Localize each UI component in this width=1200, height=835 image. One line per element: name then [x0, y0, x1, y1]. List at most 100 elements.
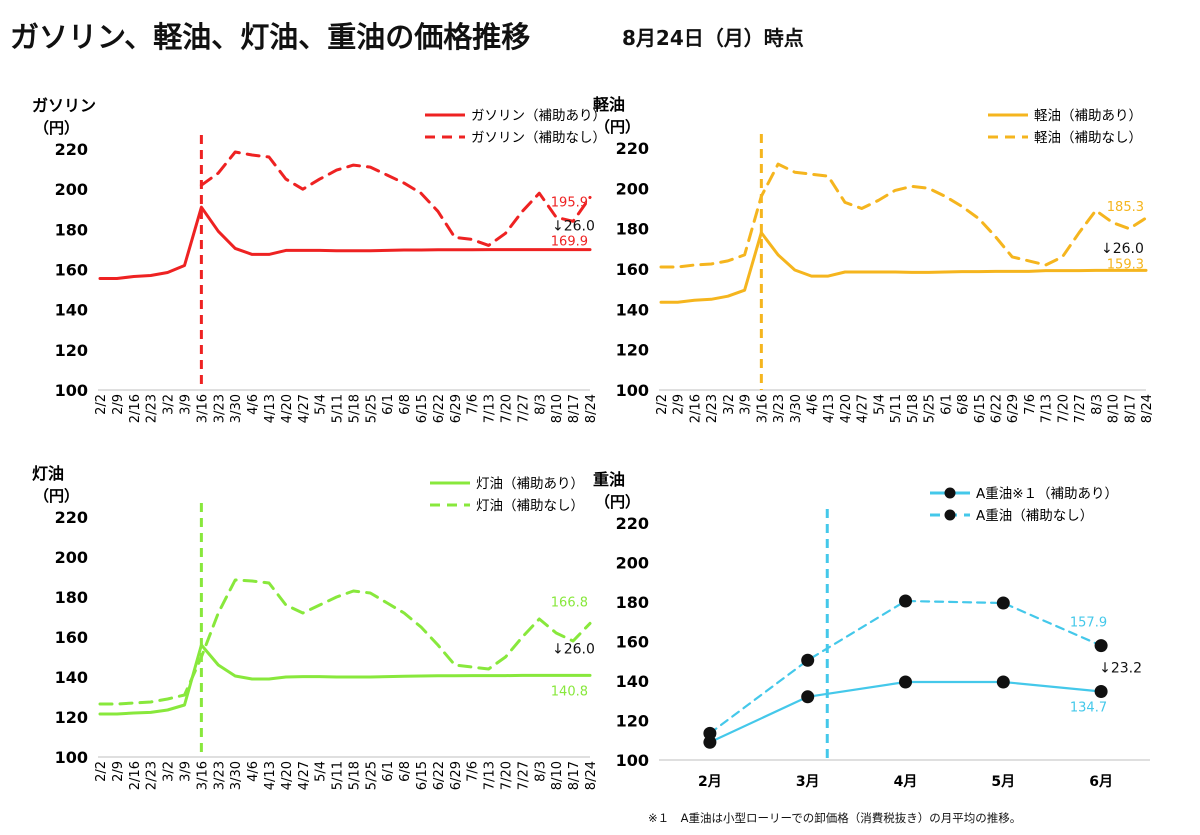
- y-tick-label: 160: [55, 628, 88, 647]
- difference-label: ↓26.0: [1101, 241, 1144, 257]
- x-tick-label: 4/20: [280, 761, 295, 790]
- x-tick-label: 6/15: [415, 761, 430, 790]
- x-tick-label: 3/2: [722, 394, 737, 415]
- subsidized-end-label: 159.3: [1107, 257, 1144, 272]
- x-tick-label: 8/3: [1090, 394, 1105, 415]
- unsubsidized-end-label: 157.9: [1070, 616, 1107, 631]
- x-tick-label: 5/25: [364, 761, 379, 790]
- x-tick-label: 7/6: [1023, 394, 1038, 415]
- x-tick-label: 3/16: [195, 394, 210, 423]
- y-tick-label: 200: [616, 179, 649, 198]
- legend-label: 軽油（補助なし）: [1034, 130, 1142, 146]
- x-tick-label: 6/1: [381, 394, 396, 415]
- data-point-marker: [1094, 684, 1108, 698]
- unsubsidized-end-label: 185.3: [1107, 200, 1144, 215]
- y-tick-label: 140: [55, 668, 88, 687]
- legend-label: ガソリン（補助あり）: [471, 108, 606, 124]
- x-tick-label: 2/23: [145, 394, 160, 423]
- x-tick-label: 5/11: [889, 394, 904, 423]
- y-tick-label: 220: [55, 140, 88, 159]
- x-tick-label: 6/22: [432, 394, 447, 423]
- y-tick-label: 160: [616, 633, 649, 652]
- x-tick-label: 3/23: [212, 761, 227, 790]
- x-tick-label: 4/27: [297, 394, 312, 423]
- x-tick-label: 6/8: [956, 394, 971, 415]
- x-tick-label: 2/9: [672, 394, 687, 415]
- x-tick-label: 8/24: [584, 761, 599, 790]
- x-tick-label: 6/29: [449, 761, 464, 790]
- x-tick-label: 5/18: [347, 761, 362, 790]
- x-tick-label: 6/22: [989, 394, 1004, 423]
- x-tick-label: 7/6: [466, 394, 481, 415]
- difference-label: ↓26.0: [552, 641, 595, 657]
- series-line-unsubsidized: [98, 578, 592, 706]
- x-tick-label: 6/1: [381, 761, 396, 782]
- x-tick-label: 8/24: [584, 394, 599, 423]
- legend-label: ガソリン（補助なし）: [471, 130, 606, 146]
- x-tick-label: 6/15: [973, 394, 988, 423]
- y-tick-label: 180: [55, 220, 88, 239]
- x-tick-label: 5月: [991, 774, 1015, 790]
- x-tick-label: 8/24: [1140, 394, 1155, 423]
- x-tick-label: 6/29: [1006, 394, 1021, 423]
- x-tick-label: 2/2: [655, 394, 670, 415]
- x-tick-label: 5/4: [872, 394, 887, 415]
- unit-label: （円）: [595, 118, 640, 136]
- y-tick-label: 120: [55, 708, 88, 727]
- x-tick-label: 7/20: [500, 761, 515, 790]
- x-tick-label: 6/15: [415, 394, 430, 423]
- x-tick-label: 4/20: [839, 394, 854, 423]
- y-tick-label: 120: [616, 341, 649, 360]
- unit-label: （円）: [34, 487, 79, 505]
- x-tick-label: 4月: [894, 774, 918, 790]
- x-tick-label: 7/27: [516, 761, 531, 790]
- x-tick-label: 7/27: [1073, 394, 1088, 423]
- x-tick-label: 4/6: [246, 394, 261, 415]
- x-tick-label: 2/9: [111, 761, 126, 782]
- legend-label: 軽油（補助あり）: [1034, 108, 1142, 124]
- data-point-marker: [1094, 639, 1108, 653]
- legend-label: 灯油（補助あり）: [476, 476, 584, 492]
- series-line-subsidized: [708, 680, 1103, 744]
- y-tick-label: 200: [55, 180, 88, 199]
- footnote: ※１ A重油は小型ローリーでの卸価格（消費税抜き）の月平均の推移。: [648, 811, 1022, 825]
- y-tick-label: 220: [616, 514, 649, 533]
- data-point-marker: [899, 594, 912, 608]
- x-tick-label: 4/13: [263, 394, 278, 423]
- x-tick-label: 5/4: [314, 761, 329, 782]
- x-tick-label: 3/9: [739, 394, 754, 415]
- x-tick-label: 7/20: [500, 394, 515, 423]
- y-tick-label: 220: [55, 508, 88, 527]
- series-line-subsidized: [98, 643, 592, 716]
- x-tick-label: 2/16: [128, 761, 143, 790]
- x-tick-label: 3/2: [162, 761, 177, 782]
- legend-label: A重油（補助なし）: [976, 508, 1093, 524]
- data-point-marker: [996, 675, 1010, 689]
- x-tick-label: 2/2: [94, 761, 109, 782]
- series-line-unsubsidized: [708, 599, 1103, 735]
- y-tick-label: 140: [616, 672, 649, 691]
- x-tick-label: 6/1: [939, 394, 954, 415]
- y-tick-label: 180: [55, 588, 88, 607]
- x-tick-label: 3/30: [789, 394, 804, 423]
- x-tick-label: 3/23: [772, 394, 787, 423]
- x-tick-label: 2/23: [705, 394, 720, 423]
- x-tick-label: 6月: [1089, 774, 1113, 790]
- x-tick-label: 6/8: [398, 394, 413, 415]
- x-tick-label: 4/6: [246, 761, 261, 782]
- x-tick-label: 2/16: [128, 394, 143, 423]
- gasoline-chart: ガソリン （円） 100 120 140 160 180 200 220 2/2 2/9 2/16 2/…: [32, 96, 606, 423]
- x-tick-label: 3/23: [212, 394, 227, 423]
- product-label: 軽油: [593, 95, 625, 114]
- subsidized-end-label: 134.7: [1070, 700, 1107, 715]
- x-tick-label: 3/30: [229, 761, 244, 790]
- x-tick-label: 3月: [796, 774, 820, 790]
- data-point-marker: [996, 596, 1010, 610]
- x-tick-label: 2/23: [145, 761, 160, 790]
- x-tick-label: 3/30: [229, 394, 244, 423]
- x-tick-label: 3/9: [178, 761, 193, 782]
- y-tick-label: 180: [616, 220, 649, 239]
- x-tick-label: 3/2: [162, 394, 177, 415]
- y-tick-label: 100: [616, 751, 649, 770]
- x-tick-label: 5/25: [364, 394, 379, 423]
